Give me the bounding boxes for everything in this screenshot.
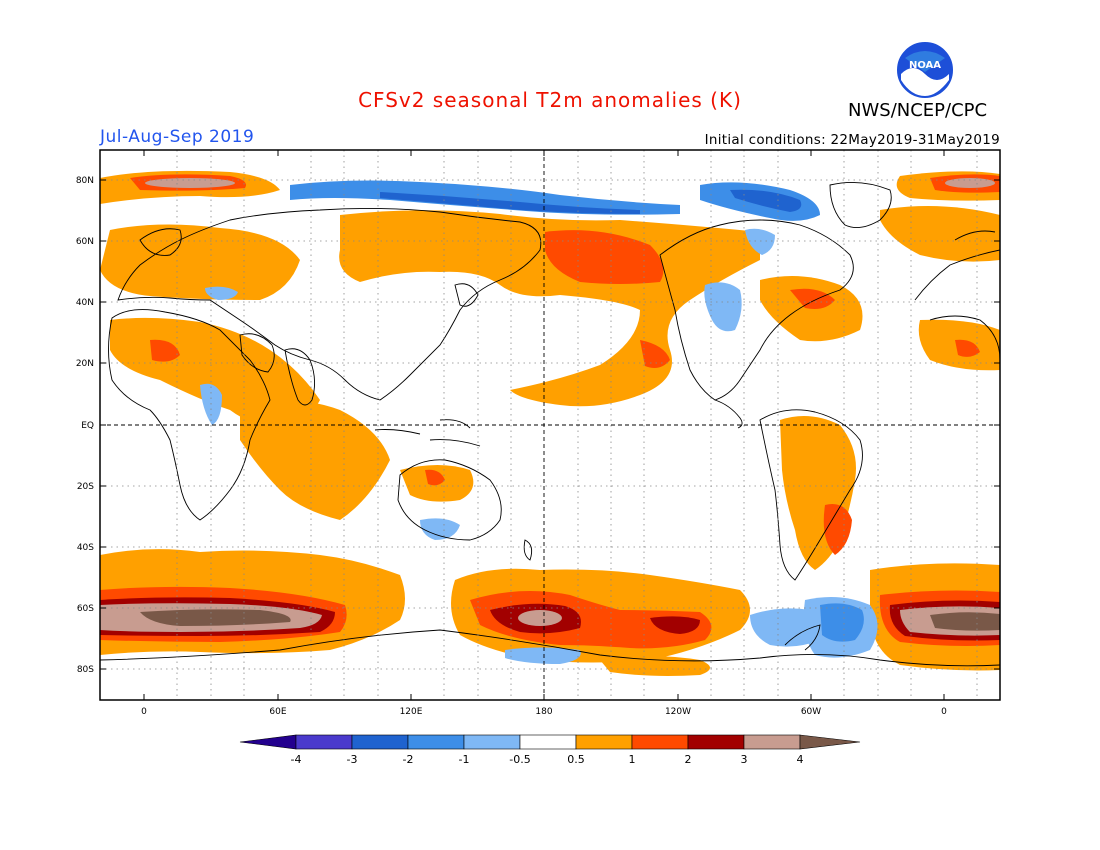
initial-conditions-label: Initial conditions: 22May2019-31May2019 <box>704 132 1000 148</box>
lat-label: 20N <box>76 359 94 369</box>
lat-label: 40N <box>76 298 94 308</box>
nh-atlantic-warm <box>880 206 1000 262</box>
nh-europe-cold <box>205 286 238 300</box>
lat-label: 20S <box>77 482 94 492</box>
season-label: Jul-Aug-Sep 2019 <box>100 127 255 147</box>
lat-label: 60N <box>76 237 94 247</box>
lon-label: 60W <box>801 707 821 717</box>
longitude-labels: 0 60E 120E 180 120W 60W 0 <box>141 707 947 717</box>
colorbar-label: 4 <box>797 753 804 766</box>
latitude-labels: 80N 60N 40N 20N EQ 20S 40S 60S 80S <box>76 176 94 675</box>
nh-pacific-warm-red2 <box>640 340 670 368</box>
greenland-outline <box>829 181 892 229</box>
colorbar: -4 -3 -2 -1 -0.5 0.5 1 2 3 4 <box>239 734 861 766</box>
lat-label: 80N <box>76 176 94 186</box>
so-darkred-band-center2 <box>650 616 700 634</box>
so-brown-core-west <box>140 609 291 626</box>
lon-label: 60E <box>269 707 286 717</box>
japan-outline <box>454 283 479 307</box>
nh-indian-warm <box>240 398 390 520</box>
antarctic-peninsula-outline <box>784 624 821 651</box>
colorbar-swatch <box>295 734 353 750</box>
colorbar-label: -3 <box>347 753 358 766</box>
colorbar-label: 3 <box>741 753 748 766</box>
colorbar-label: -4 <box>291 753 302 766</box>
india-outline <box>284 348 315 406</box>
lat-label: 60S <box>77 604 94 614</box>
colorbar-label: -2 <box>403 753 414 766</box>
lat-label: EQ <box>81 421 94 431</box>
colorbar-swatch <box>463 734 521 750</box>
map-title: CFSv2 seasonal T2m anomalies (K) <box>358 88 742 112</box>
so-cold-center <box>505 647 581 664</box>
nz-outline <box>523 539 533 561</box>
arabia-outline <box>239 333 275 373</box>
nh-asia-warm <box>100 224 300 300</box>
arctic-cold-band <box>290 180 680 215</box>
nh-na-warm-red <box>790 288 835 309</box>
nh-na-cold <box>704 282 742 332</box>
lon-label: 120W <box>665 707 691 717</box>
africa-outline-east <box>929 315 1000 361</box>
lat-label: 40S <box>77 543 94 553</box>
lon-label: 120E <box>400 707 423 717</box>
scandinavia-outline <box>139 228 996 256</box>
colorbar-swatch <box>743 734 801 750</box>
lat-label: 80S <box>77 665 94 675</box>
colorbar-swatch <box>351 734 409 750</box>
indonesia-outline <box>374 419 481 447</box>
nh-canada-cold <box>745 228 775 255</box>
lon-label: 180 <box>535 707 552 717</box>
colorbar-label: -1 <box>459 753 470 766</box>
colorbar-label: 2 <box>685 753 692 766</box>
so-cold-east-core <box>820 603 864 642</box>
colorbar-swatch <box>407 734 465 750</box>
sh-aus-cold <box>420 518 460 540</box>
africa-outline <box>108 309 271 521</box>
colorbar-swatch <box>575 734 633 750</box>
south-america-outline <box>759 409 863 581</box>
australia-outline <box>397 459 502 541</box>
colorbar-swatch <box>519 734 577 750</box>
colorbar-label: 0.5 <box>567 753 585 766</box>
lon-label: 0 <box>941 707 947 717</box>
arctic-warm-east-core <box>945 178 995 188</box>
europe-outline-east <box>914 249 1000 301</box>
axis-ticks <box>100 150 1000 700</box>
noaa-logo-icon: NOAA <box>895 40 955 100</box>
sh-sa-warm-red <box>823 504 852 555</box>
colorbar-swatch <box>631 734 689 750</box>
colorbar-label: 1 <box>629 753 636 766</box>
antarctica-outline <box>100 629 1000 667</box>
colorbar-label: -0.5 <box>509 753 530 766</box>
arctic-cold-core <box>380 192 640 214</box>
colorbar-swatch <box>687 734 745 750</box>
central-america-outline <box>714 399 743 429</box>
lon-label: 0 <box>141 707 147 717</box>
anomaly-fields <box>100 170 1000 676</box>
north-america-outline <box>659 219 854 401</box>
noaa-logo-text: NOAA <box>909 60 941 71</box>
nh-africa-warm-red <box>150 339 180 362</box>
colorbar-right-arrow <box>799 734 861 750</box>
eurasia-outline <box>117 207 542 401</box>
nh-pacific-warm-red <box>545 230 664 284</box>
nh-east-warm-red <box>955 339 980 357</box>
arctic-warm-europe-core <box>145 178 235 188</box>
greenland-cold-core <box>730 189 802 212</box>
agency-label: NWS/NCEP/CPC <box>848 100 988 121</box>
colorbar-left-arrow <box>239 734 297 750</box>
coastlines <box>100 181 1000 667</box>
so-tan-core-center <box>518 610 562 626</box>
so-brown-core-east <box>930 612 1000 631</box>
sh-australia-warm-red <box>425 469 445 486</box>
